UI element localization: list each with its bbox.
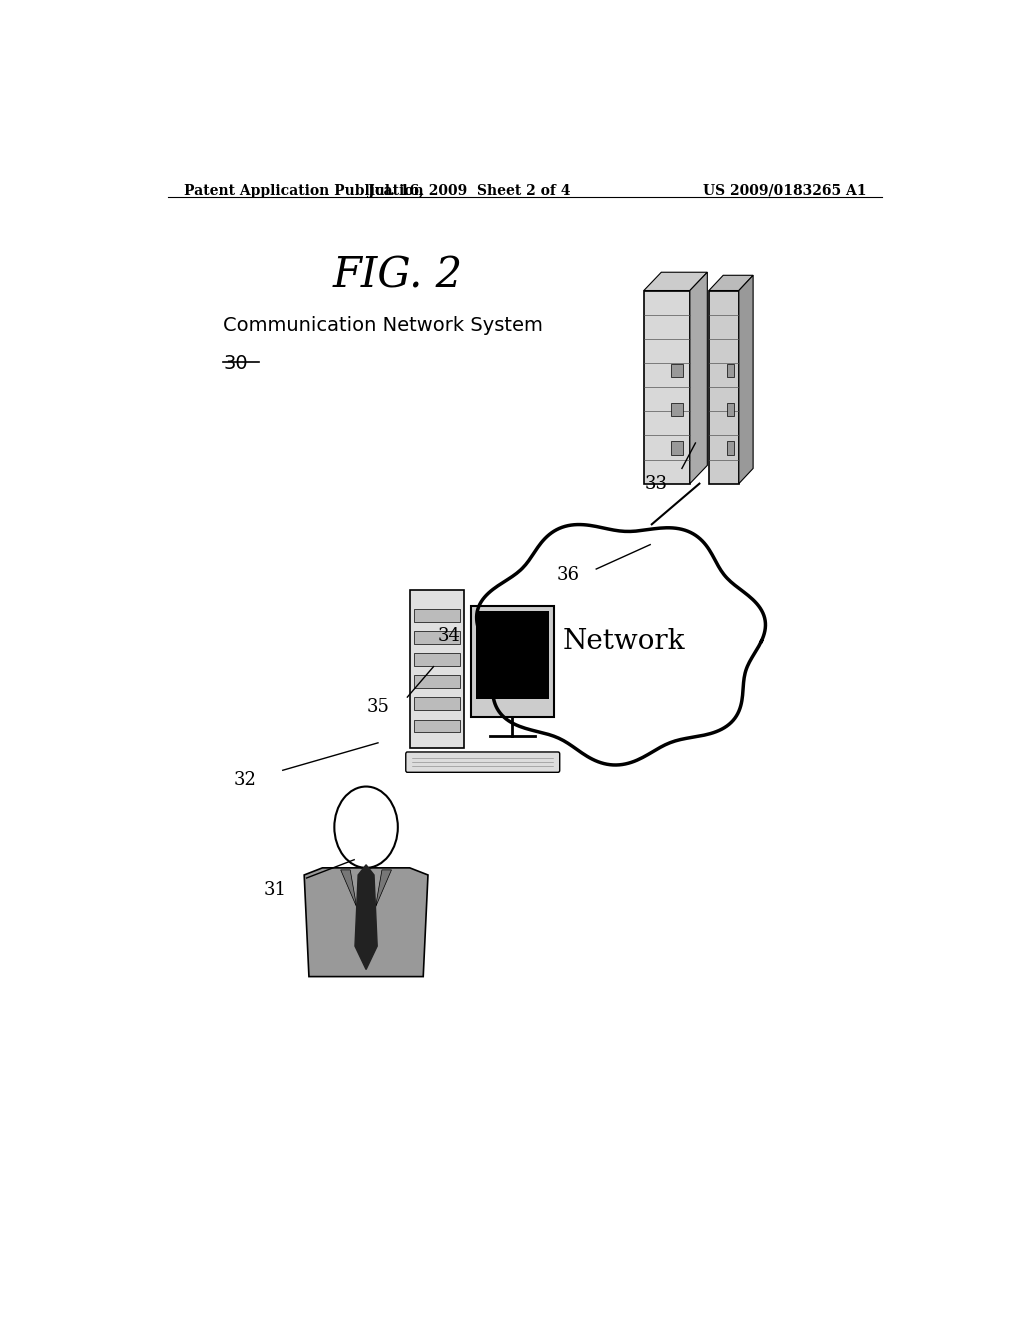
Text: 36: 36: [557, 566, 580, 585]
FancyBboxPatch shape: [414, 653, 460, 667]
FancyBboxPatch shape: [709, 290, 739, 483]
Polygon shape: [367, 870, 391, 961]
FancyBboxPatch shape: [414, 610, 460, 622]
Polygon shape: [709, 276, 753, 290]
FancyBboxPatch shape: [672, 364, 683, 378]
Polygon shape: [690, 272, 708, 483]
Text: 35: 35: [367, 698, 389, 717]
FancyBboxPatch shape: [406, 752, 560, 772]
FancyBboxPatch shape: [672, 441, 683, 454]
Text: 30: 30: [223, 354, 248, 372]
Polygon shape: [739, 276, 753, 483]
FancyBboxPatch shape: [410, 590, 464, 748]
FancyBboxPatch shape: [414, 676, 460, 688]
Text: 33: 33: [644, 475, 668, 492]
Polygon shape: [355, 865, 377, 969]
Text: Communication Network System: Communication Network System: [223, 315, 543, 335]
Text: 34: 34: [438, 627, 461, 645]
Polygon shape: [304, 867, 428, 977]
Text: FIG. 2: FIG. 2: [333, 255, 463, 297]
Polygon shape: [341, 870, 367, 961]
FancyBboxPatch shape: [727, 403, 734, 416]
FancyBboxPatch shape: [414, 719, 460, 733]
FancyBboxPatch shape: [644, 290, 690, 483]
Circle shape: [334, 787, 397, 867]
FancyBboxPatch shape: [672, 403, 683, 416]
Text: Patent Application Publication: Patent Application Publication: [183, 183, 423, 198]
Text: Jul. 16, 2009  Sheet 2 of 4: Jul. 16, 2009 Sheet 2 of 4: [368, 183, 570, 198]
Text: 32: 32: [234, 771, 257, 789]
FancyBboxPatch shape: [727, 441, 734, 454]
FancyBboxPatch shape: [414, 631, 460, 644]
FancyBboxPatch shape: [727, 364, 734, 378]
Polygon shape: [644, 272, 708, 290]
FancyBboxPatch shape: [475, 611, 550, 700]
Text: 31: 31: [263, 882, 287, 899]
FancyBboxPatch shape: [414, 697, 460, 710]
FancyBboxPatch shape: [471, 606, 554, 718]
Text: Network: Network: [562, 628, 685, 655]
Text: US 2009/0183265 A1: US 2009/0183265 A1: [702, 183, 866, 198]
